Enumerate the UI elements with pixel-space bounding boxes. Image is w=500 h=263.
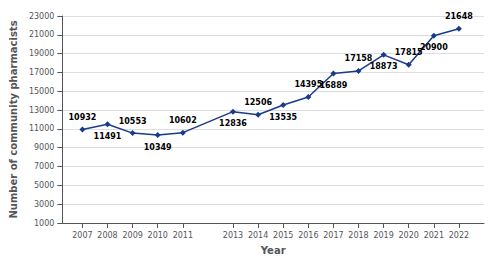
svg-text:2019: 2019: [373, 231, 393, 240]
svg-text:10602: 10602: [169, 116, 197, 125]
svg-text:12836: 12836: [219, 119, 247, 128]
svg-text:2013: 2013: [223, 231, 243, 240]
svg-text:2009: 2009: [122, 231, 142, 240]
svg-text:21648: 21648: [445, 12, 473, 21]
svg-text:2010: 2010: [148, 231, 168, 240]
svg-text:10349: 10349: [144, 143, 172, 152]
svg-text:11491: 11491: [94, 132, 122, 141]
svg-text:21000: 21000: [29, 30, 54, 39]
svg-text:Year: Year: [260, 245, 286, 256]
svg-text:17815: 17815: [395, 48, 423, 57]
svg-text:14395: 14395: [294, 80, 322, 89]
svg-text:2007: 2007: [72, 231, 92, 240]
svg-text:2020: 2020: [399, 231, 419, 240]
svg-text:2017: 2017: [323, 231, 343, 240]
svg-text:17158: 17158: [345, 54, 373, 63]
svg-text:5000: 5000: [34, 181, 54, 190]
svg-text:2016: 2016: [298, 231, 318, 240]
svg-text:1000: 1000: [34, 219, 54, 228]
svg-text:16889: 16889: [319, 81, 347, 90]
svg-text:13535: 13535: [269, 113, 297, 122]
svg-text:20900: 20900: [420, 43, 448, 52]
svg-text:13000: 13000: [29, 106, 54, 115]
svg-text:2021: 2021: [424, 231, 444, 240]
svg-text:2014: 2014: [248, 231, 268, 240]
svg-text:2011: 2011: [173, 231, 193, 240]
svg-text:2008: 2008: [97, 231, 117, 240]
svg-text:12506: 12506: [244, 98, 272, 107]
svg-text:23000: 23000: [29, 12, 54, 21]
svg-text:17000: 17000: [29, 68, 54, 77]
svg-text:Number of community pharmacist: Number of community pharmacists: [8, 20, 19, 218]
svg-text:2015: 2015: [273, 231, 293, 240]
svg-text:2018: 2018: [348, 231, 368, 240]
svg-text:18873: 18873: [370, 62, 398, 71]
svg-text:11000: 11000: [29, 124, 54, 133]
svg-text:2022: 2022: [449, 231, 469, 240]
svg-text:15000: 15000: [29, 87, 54, 96]
svg-text:10553: 10553: [119, 117, 147, 126]
svg-text:7000: 7000: [34, 162, 54, 171]
svg-text:10932: 10932: [69, 113, 97, 122]
svg-text:9000: 9000: [34, 143, 54, 152]
svg-text:19000: 19000: [29, 49, 54, 58]
svg-text:3000: 3000: [34, 200, 54, 209]
